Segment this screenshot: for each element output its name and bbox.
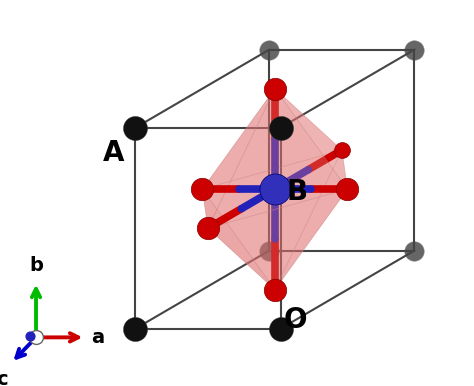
- Text: a: a: [91, 328, 104, 347]
- Point: [344, 186, 351, 192]
- Point: [199, 186, 206, 192]
- Polygon shape: [202, 89, 275, 228]
- Text: c: c: [0, 370, 8, 386]
- Text: A: A: [103, 139, 124, 167]
- Polygon shape: [202, 150, 342, 290]
- Polygon shape: [275, 89, 347, 189]
- Point: [204, 225, 212, 231]
- Point: [27, 333, 34, 339]
- Text: O: O: [283, 306, 307, 334]
- Point: [271, 186, 279, 192]
- Text: b: b: [29, 256, 43, 275]
- Polygon shape: [208, 189, 347, 290]
- Point: [32, 334, 40, 340]
- Polygon shape: [208, 89, 347, 228]
- Polygon shape: [202, 89, 342, 189]
- Point: [410, 46, 418, 52]
- Point: [271, 286, 279, 293]
- Point: [410, 247, 418, 254]
- Point: [277, 326, 284, 332]
- Polygon shape: [275, 150, 347, 290]
- Point: [265, 46, 273, 52]
- Point: [132, 125, 139, 131]
- Text: B: B: [286, 178, 307, 206]
- Point: [132, 326, 139, 332]
- Polygon shape: [202, 189, 275, 290]
- Point: [277, 125, 284, 131]
- Point: [265, 247, 273, 254]
- Point: [338, 147, 346, 153]
- Point: [271, 86, 279, 92]
